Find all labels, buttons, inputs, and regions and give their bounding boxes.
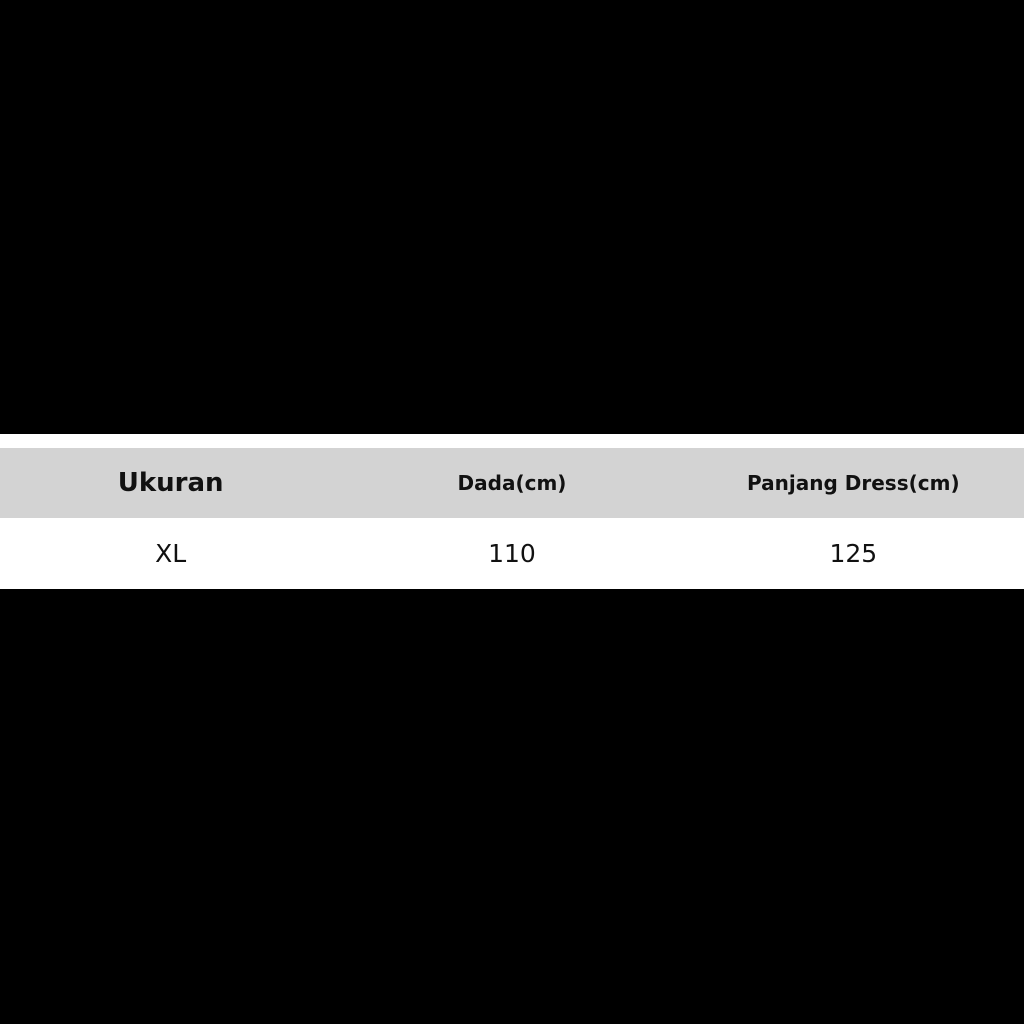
header-size: Ukuran — [117, 468, 224, 498]
table-header-row: Ukuran Dada(cm) Panjang Dress(cm) — [0, 448, 1024, 518]
header-chest: Dada(cm) — [457, 471, 567, 495]
cell-dress-length: 125 — [829, 539, 878, 568]
table-row: XL 110 125 — [0, 518, 1024, 589]
cell-size: XL — [155, 539, 187, 568]
header-dress-length: Panjang Dress(cm) — [747, 471, 960, 495]
cell-chest: 110 — [488, 539, 536, 568]
